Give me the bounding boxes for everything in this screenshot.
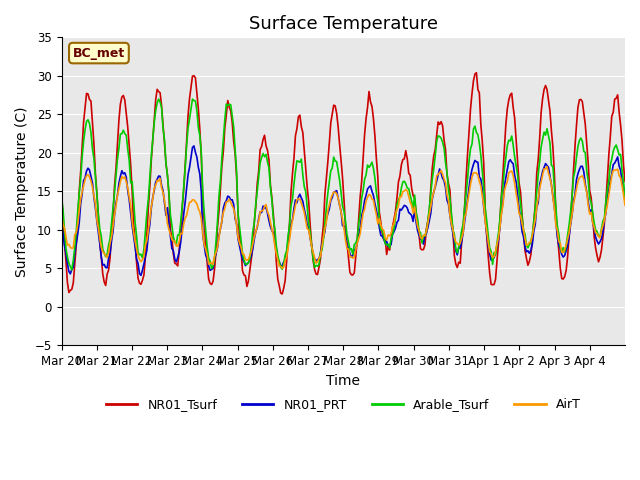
NR01_Tsurf — [621, 179, 629, 184]
Line: AirT: AirT — [61, 167, 625, 268]
Y-axis label: Surface Temperature (C): Surface Temperature (C) — [15, 106, 29, 276]
AirT — [95, 225, 102, 230]
Arable_Tsurf — [58, 194, 65, 200]
Arable_Tsurf — [621, 194, 629, 200]
NR01_PRT — [462, 207, 470, 213]
AirT — [546, 175, 554, 181]
AirT — [77, 196, 84, 202]
Line: NR01_PRT: NR01_PRT — [61, 146, 625, 276]
AirT — [461, 215, 468, 220]
NR01_PRT — [190, 143, 198, 149]
NR01_Tsurf — [472, 70, 480, 76]
NR01_PRT — [621, 194, 629, 200]
NR01_PRT — [137, 273, 145, 278]
Arable_Tsurf — [96, 226, 104, 232]
Arable_Tsurf — [462, 191, 470, 197]
NR01_Tsurf — [278, 291, 286, 297]
NR01_PRT — [351, 247, 358, 252]
AirT — [620, 192, 627, 197]
Title: Surface Temperature: Surface Temperature — [249, 15, 438, 33]
NR01_PRT — [546, 173, 554, 179]
Arable_Tsurf — [155, 96, 163, 102]
X-axis label: Time: Time — [326, 373, 360, 387]
AirT — [278, 265, 286, 271]
Line: Arable_Tsurf: Arable_Tsurf — [61, 99, 625, 270]
NR01_Tsurf — [546, 108, 554, 114]
Arable_Tsurf — [78, 154, 86, 160]
NR01_PRT — [95, 229, 102, 235]
Arable_Tsurf — [351, 241, 358, 247]
AirT — [349, 255, 356, 261]
NR01_PRT — [77, 201, 84, 206]
NR01_Tsurf — [461, 204, 468, 210]
AirT — [621, 203, 629, 208]
NR01_Tsurf — [77, 169, 84, 175]
NR01_Tsurf — [58, 189, 65, 194]
NR01_Tsurf — [95, 212, 102, 218]
AirT — [543, 164, 551, 169]
AirT — [58, 211, 65, 216]
NR01_Tsurf — [349, 272, 356, 278]
Line: NR01_Tsurf: NR01_Tsurf — [61, 73, 625, 294]
NR01_Tsurf — [620, 162, 627, 168]
Arable_Tsurf — [68, 267, 76, 273]
Arable_Tsurf — [546, 140, 554, 146]
NR01_PRT — [58, 219, 65, 225]
NR01_PRT — [620, 188, 627, 193]
Legend: NR01_Tsurf, NR01_PRT, Arable_Tsurf, AirT: NR01_Tsurf, NR01_PRT, Arable_Tsurf, AirT — [101, 393, 586, 416]
Arable_Tsurf — [620, 179, 627, 185]
Text: BC_met: BC_met — [73, 47, 125, 60]
